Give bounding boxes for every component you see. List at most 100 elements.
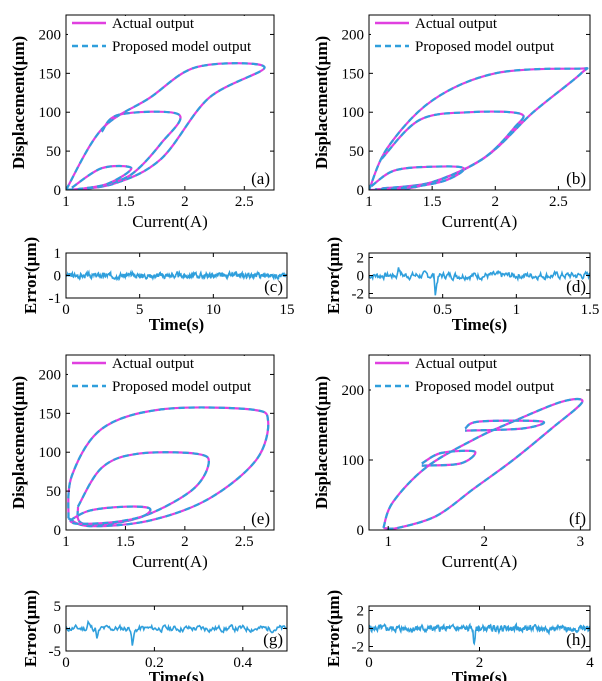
series-proposed-model-output-a-0 — [66, 62, 266, 190]
plot-area-c — [66, 269, 287, 282]
x-tick-label-b-2: 2 — [492, 194, 500, 210]
axes-box-b — [368, 14, 591, 191]
x-tick-label-f-0: 1 — [384, 534, 392, 550]
series-actual-output-e-1 — [76, 451, 210, 526]
y-tick-label-c-0: -1 — [49, 291, 62, 307]
series-proposed-model-output-a-1 — [100, 110, 182, 188]
x-tick-label-c-2: 10 — [206, 302, 221, 318]
series-actual-output-b-0 — [369, 67, 589, 190]
panel-tag-h: (h) — [566, 630, 586, 649]
x-tick-label-d-3: 1.5 — [581, 302, 600, 318]
panel-f: 1 2 3 0 100 200 Current(A) Displacement(μm) (f) A… — [312, 354, 591, 571]
y-axis-label-f: Displacement(μm) — [312, 376, 331, 509]
plot-area-a — [66, 62, 266, 190]
y-tick-label-d-1: 0 — [357, 269, 365, 285]
x-axis-label-g: Time(s) — [149, 668, 204, 681]
y-tick-label-f-2: 200 — [342, 383, 365, 399]
plot-area-d — [369, 267, 590, 296]
series-error-h — [369, 621, 590, 646]
y-tick-label-a-1: 50 — [46, 144, 61, 160]
plot-area-g — [66, 619, 287, 646]
panel-tag-b: (b) — [566, 169, 586, 188]
axes-box-a — [65, 14, 275, 191]
x-tick-label-e-3: 2.5 — [235, 534, 254, 550]
x-tick-label-b-1: 1.5 — [423, 194, 442, 210]
y-tick-label-b-2: 100 — [342, 105, 365, 121]
plot-area-e — [67, 406, 270, 528]
legend-label-actual-b: Actual output — [415, 16, 498, 32]
y-tick-label-b-0: 0 — [357, 183, 365, 199]
y-tick-label-g-2: 5 — [54, 599, 62, 615]
axes-box-f — [368, 354, 591, 531]
y-tick-label-d-2: 2 — [357, 251, 365, 267]
y-tick-label-a-3: 150 — [39, 66, 62, 82]
plot-area-h — [369, 621, 590, 646]
x-tick-label-f-1: 2 — [481, 534, 489, 550]
y-axis-label-b: Displacement(μm) — [312, 36, 331, 169]
y-tick-label-g-1: 0 — [54, 622, 62, 638]
panel-tag-d: (d) — [566, 277, 586, 296]
series-proposed-model-output-f-1 — [421, 449, 477, 467]
x-tick-label-c-0: 0 — [62, 302, 70, 318]
y-tick-label-e-0: 0 — [54, 523, 62, 539]
x-tick-label-a-0: 1 — [62, 194, 70, 210]
y-tick-label-f-0: 0 — [357, 523, 365, 539]
legend-label-actual-f: Actual output — [415, 356, 498, 372]
y-tick-label-g-0: -5 — [49, 644, 62, 660]
x-axis-label-f: Current(A) — [442, 552, 518, 571]
y-tick-label-a-2: 100 — [39, 105, 62, 121]
x-axis-label-d: Time(s) — [452, 315, 507, 334]
x-tick-label-g-2: 0.4 — [233, 655, 252, 671]
panel-tag-g: (g) — [263, 630, 283, 649]
y-tick-label-b-3: 150 — [342, 66, 365, 82]
legend-label-model-b: Proposed model output — [415, 39, 555, 55]
series-proposed-model-output-e-1 — [76, 451, 210, 526]
series-actual-output-f-2 — [464, 419, 545, 432]
series-error-c — [66, 269, 287, 282]
x-tick-label-a-2: 2 — [181, 194, 189, 210]
y-tick-label-h-0: -2 — [352, 640, 365, 656]
y-tick-label-b-1: 50 — [349, 144, 364, 160]
plot-area-f — [382, 397, 584, 530]
y-tick-label-e-2: 100 — [39, 445, 62, 461]
x-axis-label-b: Current(A) — [442, 212, 518, 231]
x-tick-label-h-0: 0 — [365, 655, 373, 671]
x-tick-label-b-3: 2.5 — [549, 194, 568, 210]
panel-tag-f: (f) — [569, 509, 586, 528]
x-tick-label-h-1: 2 — [476, 655, 484, 671]
x-tick-label-e-2: 2 — [181, 534, 189, 550]
series-proposed-model-output-f-0 — [382, 397, 584, 530]
series-actual-output-f-0 — [382, 397, 584, 530]
panel-a: 1 1.5 2 2.5 0 50 100 150 200 Current(A) Displaceme… — [9, 14, 275, 231]
x-tick-label-c-3: 15 — [280, 302, 295, 318]
panel-tag-a: (a) — [251, 169, 270, 188]
y-tick-label-c-1: 0 — [54, 269, 62, 285]
y-tick-label-a-4: 200 — [39, 27, 62, 43]
series-proposed-model-output-b-1 — [380, 110, 525, 190]
x-tick-label-g-0: 0 — [62, 655, 70, 671]
x-tick-label-e-0: 1 — [62, 534, 70, 550]
legend-label-model-e: Proposed model output — [112, 379, 252, 395]
panel-b: 1 1.5 2 2.5 0 50 100 150 200 Current(A) Displaceme… — [312, 14, 591, 231]
series-actual-output-b-2 — [370, 165, 465, 190]
y-axis-label-d: Error(μm) — [324, 237, 343, 314]
x-tick-label-g-1: 0.2 — [145, 655, 164, 671]
y-tick-label-b-4: 200 — [342, 27, 365, 43]
panel-tag-c: (c) — [264, 277, 283, 296]
y-axis-label-h: Error(μm) — [324, 590, 343, 667]
y-tick-label-c-2: 1 — [54, 246, 62, 262]
series-proposed-model-output-e-2 — [69, 505, 152, 525]
x-tick-label-b-0: 1 — [365, 194, 373, 210]
legend-label-actual-e: Actual output — [112, 356, 195, 372]
series-proposed-model-output-e-0 — [67, 406, 270, 528]
legend-label-model-a: Proposed model output — [112, 39, 252, 55]
x-tick-label-a-3: 2.5 — [235, 194, 254, 210]
y-tick-label-e-4: 200 — [39, 367, 62, 383]
y-axis-label-c: Error(μm) — [21, 237, 40, 314]
x-axis-label-e: Current(A) — [132, 552, 208, 571]
